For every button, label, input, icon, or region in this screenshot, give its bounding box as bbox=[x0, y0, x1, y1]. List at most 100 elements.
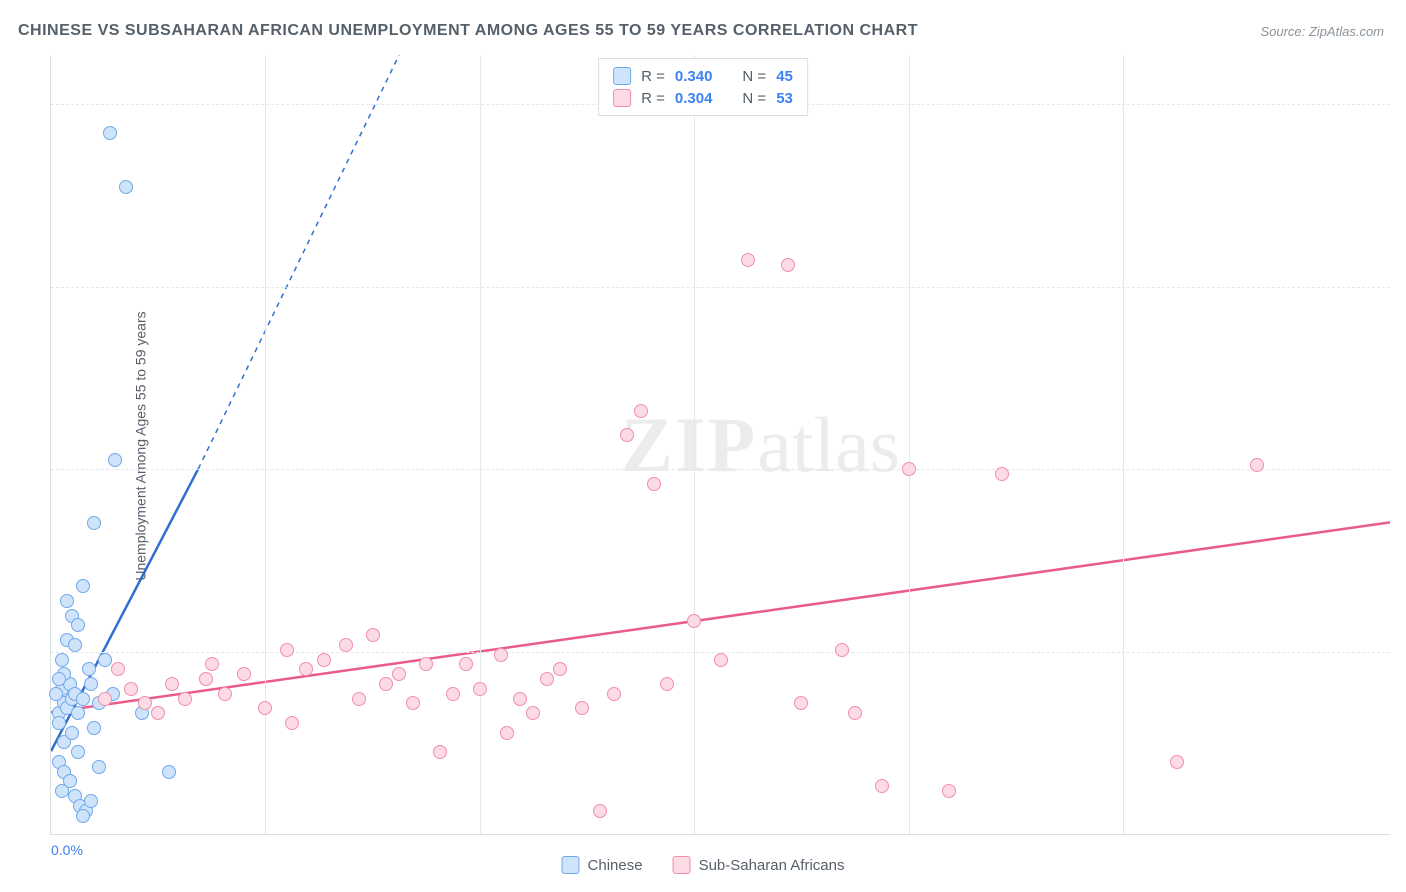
data-point bbox=[781, 258, 795, 272]
data-point bbox=[494, 648, 508, 662]
data-point bbox=[124, 682, 138, 696]
data-point bbox=[258, 701, 272, 715]
data-point bbox=[526, 706, 540, 720]
data-point bbox=[339, 638, 353, 652]
data-point bbox=[741, 253, 755, 267]
data-point bbox=[119, 180, 133, 194]
data-point bbox=[108, 453, 122, 467]
data-point bbox=[446, 687, 460, 701]
data-point bbox=[205, 657, 219, 671]
n-label: N = bbox=[742, 68, 766, 85]
data-point bbox=[87, 516, 101, 530]
data-point bbox=[835, 643, 849, 657]
gridline-v bbox=[480, 55, 481, 834]
data-point bbox=[103, 126, 117, 140]
data-point bbox=[392, 667, 406, 681]
legend-row-subsaharan: R = 0.304 N = 53 bbox=[613, 87, 793, 109]
data-point bbox=[71, 618, 85, 632]
gridline-h bbox=[51, 469, 1390, 470]
data-point bbox=[199, 672, 213, 686]
data-point bbox=[52, 716, 66, 730]
data-point bbox=[55, 653, 69, 667]
trend-lines-layer bbox=[51, 55, 1390, 834]
data-point bbox=[875, 779, 889, 793]
watermark-atlas: atlas bbox=[757, 401, 900, 488]
data-point bbox=[71, 706, 85, 720]
data-point bbox=[52, 672, 66, 686]
data-point bbox=[848, 706, 862, 720]
swatch-chinese-bottom bbox=[562, 856, 580, 874]
data-point bbox=[68, 638, 82, 652]
y-tick-label: 15.0% bbox=[1395, 461, 1406, 477]
data-point bbox=[162, 765, 176, 779]
data-point bbox=[280, 643, 294, 657]
source-attribution: Source: ZipAtlas.com bbox=[1260, 24, 1384, 39]
data-point bbox=[111, 662, 125, 676]
legend-item-subsaharan: Sub-Saharan Africans bbox=[673, 856, 845, 874]
n-value-subsaharan: 53 bbox=[776, 90, 793, 107]
data-point bbox=[165, 677, 179, 691]
data-point bbox=[82, 662, 96, 676]
series-legend: Chinese Sub-Saharan Africans bbox=[562, 856, 845, 874]
chart-container: CHINESE VS SUBSAHARAN AFRICAN UNEMPLOYME… bbox=[0, 0, 1406, 892]
data-point bbox=[500, 726, 514, 740]
r-label: R = bbox=[641, 90, 665, 107]
data-point bbox=[473, 682, 487, 696]
data-point bbox=[794, 696, 808, 710]
data-point bbox=[660, 677, 674, 691]
data-point bbox=[87, 721, 101, 735]
x-tick-max: 50.0% bbox=[1395, 842, 1406, 858]
data-point bbox=[237, 667, 251, 681]
data-point bbox=[65, 726, 79, 740]
data-point bbox=[419, 657, 433, 671]
data-point bbox=[1250, 458, 1264, 472]
data-point bbox=[285, 716, 299, 730]
r-label: R = bbox=[641, 68, 665, 85]
data-point bbox=[76, 579, 90, 593]
data-point bbox=[299, 662, 313, 676]
data-point bbox=[76, 692, 90, 706]
swatch-subsaharan-bottom bbox=[673, 856, 691, 874]
legend-label-subsaharan: Sub-Saharan Africans bbox=[699, 857, 845, 874]
data-point bbox=[178, 692, 192, 706]
data-point bbox=[459, 657, 473, 671]
data-point bbox=[575, 701, 589, 715]
data-point bbox=[84, 677, 98, 691]
gridline-h bbox=[51, 287, 1390, 288]
data-point bbox=[1170, 755, 1184, 769]
swatch-chinese bbox=[613, 67, 631, 85]
data-point bbox=[607, 687, 621, 701]
data-point bbox=[902, 462, 916, 476]
data-point bbox=[55, 784, 69, 798]
legend-item-chinese: Chinese bbox=[562, 856, 643, 874]
x-tick-origin: 0.0% bbox=[51, 842, 83, 858]
n-label: N = bbox=[742, 90, 766, 107]
data-point bbox=[138, 696, 152, 710]
gridline-v bbox=[694, 55, 695, 834]
data-point bbox=[98, 653, 112, 667]
data-point bbox=[218, 687, 232, 701]
plot-area: ZIPatlas 7.5%15.0%22.5%30.0%0.0%50.0% bbox=[50, 55, 1390, 835]
y-tick-label: 30.0% bbox=[1395, 96, 1406, 112]
data-point bbox=[49, 687, 63, 701]
data-point bbox=[620, 428, 634, 442]
data-point bbox=[71, 745, 85, 759]
data-point bbox=[98, 692, 112, 706]
gridline-v bbox=[265, 55, 266, 834]
y-tick-label: 22.5% bbox=[1395, 279, 1406, 295]
data-point bbox=[942, 784, 956, 798]
r-value-chinese: 0.340 bbox=[675, 68, 713, 85]
data-point bbox=[352, 692, 366, 706]
data-point bbox=[366, 628, 380, 642]
gridline-v bbox=[909, 55, 910, 834]
data-point bbox=[76, 809, 90, 823]
data-point bbox=[647, 477, 661, 491]
data-point bbox=[553, 662, 567, 676]
data-point bbox=[151, 706, 165, 720]
data-point bbox=[540, 672, 554, 686]
legend-label-chinese: Chinese bbox=[588, 857, 643, 874]
data-point bbox=[317, 653, 331, 667]
data-point bbox=[406, 696, 420, 710]
data-point bbox=[60, 594, 74, 608]
data-point bbox=[433, 745, 447, 759]
